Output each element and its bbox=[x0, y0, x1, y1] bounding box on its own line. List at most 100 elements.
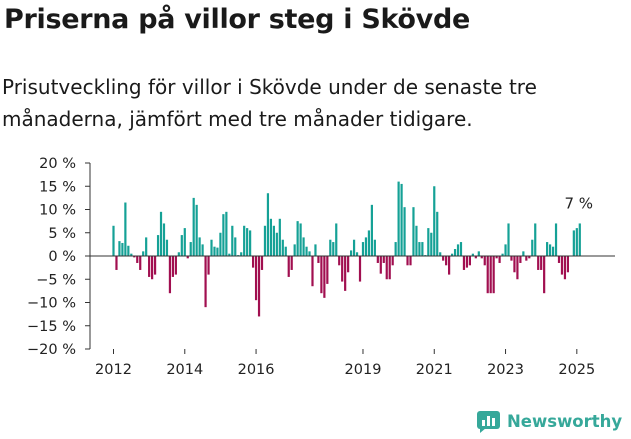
bar bbox=[400, 183, 403, 256]
bar bbox=[260, 256, 264, 270]
bar bbox=[326, 256, 329, 284]
bar bbox=[263, 225, 267, 256]
bar bbox=[198, 237, 201, 256]
bar bbox=[213, 246, 216, 256]
bar bbox=[234, 237, 237, 256]
bar bbox=[546, 242, 549, 256]
bar bbox=[287, 256, 290, 277]
bar bbox=[142, 251, 145, 256]
bar bbox=[189, 242, 192, 256]
bar bbox=[192, 197, 195, 257]
bar bbox=[450, 253, 454, 256]
bar bbox=[251, 256, 255, 268]
x-tick-label: 2016 bbox=[238, 362, 275, 375]
bar bbox=[249, 230, 252, 256]
bar bbox=[445, 256, 448, 266]
bar bbox=[376, 256, 379, 263]
x-tick-label: 2014 bbox=[166, 362, 203, 375]
bar bbox=[448, 256, 451, 275]
bar bbox=[174, 256, 177, 275]
bar bbox=[314, 244, 317, 257]
bar bbox=[231, 225, 234, 256]
bar bbox=[468, 256, 471, 266]
y-tick-label: −10 % bbox=[27, 296, 76, 312]
bar bbox=[373, 239, 376, 256]
bar bbox=[156, 235, 160, 256]
bar bbox=[112, 225, 115, 256]
bar bbox=[492, 256, 495, 294]
bar bbox=[225, 211, 228, 256]
bar bbox=[352, 239, 356, 256]
bar bbox=[266, 193, 270, 256]
bar bbox=[133, 256, 136, 258]
y-tick-label: −5 % bbox=[36, 272, 76, 288]
bar bbox=[572, 230, 575, 256]
newsworthy-logo[interactable]: Newsworthy bbox=[476, 409, 622, 434]
bar bbox=[139, 256, 142, 270]
bar bbox=[507, 223, 510, 256]
y-tick-label: 15 % bbox=[39, 179, 76, 195]
bar bbox=[483, 256, 486, 266]
bar bbox=[391, 256, 394, 266]
bar bbox=[115, 256, 118, 270]
y-axis: 20 % 15 % 10 % 5 % 0 % −5 % −10 % −15 % −20 % bbox=[27, 156, 91, 358]
bar bbox=[186, 256, 189, 259]
bar bbox=[394, 242, 397, 256]
bar bbox=[207, 256, 210, 275]
bar bbox=[338, 256, 341, 266]
bar bbox=[361, 242, 365, 256]
bar bbox=[151, 256, 154, 280]
bar bbox=[397, 181, 400, 256]
y-tick-label: −15 % bbox=[27, 319, 76, 335]
bar bbox=[293, 244, 296, 257]
bar bbox=[504, 244, 507, 257]
x-tick-label: 2021 bbox=[416, 362, 453, 375]
bar bbox=[240, 252, 243, 256]
y-tick-label: −20 % bbox=[27, 342, 76, 358]
bar bbox=[388, 256, 391, 280]
chart-subtitle: Prisutveckling för villor i Skövde under… bbox=[2, 75, 537, 131]
bar bbox=[412, 207, 415, 256]
bar bbox=[370, 204, 373, 256]
chart-title: Priserna på villor steg i Skövde bbox=[4, 4, 471, 35]
bar bbox=[284, 246, 287, 256]
bar bbox=[153, 256, 157, 275]
bar bbox=[430, 232, 433, 256]
bar bbox=[216, 247, 219, 256]
bar bbox=[531, 239, 534, 256]
bar bbox=[302, 237, 305, 256]
bar bbox=[308, 251, 311, 256]
bar bbox=[272, 225, 275, 256]
bar bbox=[344, 256, 347, 291]
bar bbox=[462, 256, 466, 270]
bar bbox=[317, 256, 320, 263]
bar bbox=[148, 256, 151, 277]
bar bbox=[459, 242, 463, 256]
bar bbox=[406, 256, 409, 266]
bar bbox=[566, 256, 570, 273]
bar bbox=[204, 256, 207, 308]
bar bbox=[563, 256, 567, 280]
bar bbox=[551, 246, 555, 256]
bar bbox=[477, 251, 480, 256]
bar bbox=[121, 242, 124, 256]
bar bbox=[347, 256, 350, 273]
bar bbox=[522, 251, 525, 256]
bar bbox=[311, 256, 314, 287]
y-tick-label: 5 % bbox=[48, 226, 76, 242]
bar bbox=[130, 253, 133, 256]
bar bbox=[442, 256, 445, 261]
bar bbox=[254, 256, 258, 301]
bar bbox=[358, 256, 362, 282]
bar bbox=[534, 223, 537, 256]
newsworthy-chart-icon bbox=[477, 411, 500, 433]
bar bbox=[575, 228, 578, 256]
bar bbox=[465, 256, 469, 268]
bar bbox=[453, 249, 457, 256]
bar bbox=[433, 186, 436, 256]
bar bbox=[519, 256, 522, 263]
bar bbox=[124, 202, 127, 256]
bar bbox=[474, 256, 477, 259]
bar bbox=[548, 244, 552, 257]
bar bbox=[403, 207, 406, 256]
